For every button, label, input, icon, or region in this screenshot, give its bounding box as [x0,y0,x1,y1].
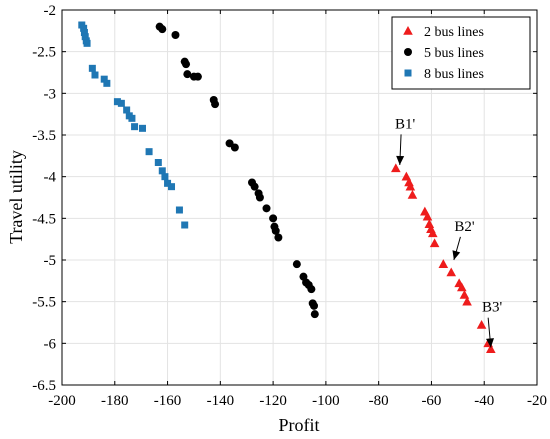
data-points [78,21,496,353]
data-point [80,24,88,32]
x-tick-label: -60 [421,393,441,409]
data-point [123,106,131,114]
data-point [100,75,108,83]
y-tick-label: -4.5 [32,211,56,227]
data-point [113,98,121,106]
data-point [183,70,192,79]
data-point [456,282,467,292]
data-point [405,181,416,191]
annotation-arrow-head [396,155,405,165]
axis-ticks: -200 -180 -160 -140 -120 -100 -80 -60 -40 -20 -6.5… [32,3,547,409]
data-point [80,29,88,36]
data-point [171,31,180,39]
data-point [486,344,496,353]
annotation-label: B3' [482,300,503,316]
data-point [476,320,487,329]
data-point [128,114,136,122]
data-point [255,193,264,202]
data-point [292,260,301,269]
data-point [158,25,167,34]
annotation-arrow-head [486,338,494,348]
plot-frame [61,9,538,386]
data-point [391,163,401,173]
annotation-label: B2' [454,219,475,235]
legend-box [391,16,531,90]
data-point [103,79,111,87]
series-8-bus-lines [78,21,189,229]
data-point [181,221,189,229]
x-tick-label: -20 [527,393,547,409]
data-point [182,60,191,69]
data-point [462,296,472,306]
annotation-arrow-head [452,250,461,260]
x-tick-label: -140 [207,393,235,409]
data-point [168,183,176,191]
y-tick-label: -5 [44,253,57,269]
data-point [175,206,183,214]
data-point [438,259,449,268]
legend-marker [404,48,412,56]
data-point [407,190,418,199]
data-point [83,39,91,47]
x-tick-label: -40 [474,393,494,409]
data-point [427,228,438,238]
x-tick-label: -80 [369,393,389,409]
data-point [131,123,139,131]
x-axis-label: Profit [278,415,319,435]
data-point [91,71,99,79]
data-point [88,64,96,72]
data-point [193,72,202,81]
y-tick-label: -3 [44,86,57,102]
x-tick-label: -160 [154,393,182,409]
series-2-bus-lines [391,163,496,353]
legend: 2 bus lines 5 bus lines 8 bus lines [391,16,531,90]
data-point [250,182,259,191]
data-point [262,204,271,213]
legend-label: 8 bus lines [424,67,484,82]
y-tick-label: -5.5 [32,295,56,311]
annotation-label: B1' [395,116,416,132]
legend-marker [404,69,412,77]
data-point [138,124,146,132]
y-tick-label: -4 [44,170,57,186]
y-axis-label: Travel utility [6,150,26,244]
data-point [81,33,89,41]
data-point [158,167,166,175]
series-5-bus-lines [155,22,319,319]
data-point [161,173,169,181]
data-point [422,211,433,221]
data-point [164,179,172,187]
data-point [310,301,319,310]
data-point [271,226,280,235]
data-point [429,238,440,248]
x-tick-label: -200 [48,393,76,409]
data-point [230,143,239,152]
data-point [117,99,125,107]
data-point [154,159,162,166]
y-tick-label: -2.5 [32,45,56,61]
data-point [310,310,319,319]
data-point [459,290,470,299]
data-point [307,285,316,294]
y-tick-label: -6 [44,336,57,352]
data-point [446,267,457,277]
data-point [145,148,153,156]
x-tick-label: -180 [101,393,129,409]
legend-marker [403,26,413,35]
annotations: B1' B2' B3' [395,116,503,348]
data-point [269,214,278,223]
y-tick-label: -2 [44,3,57,19]
y-tick-label: -3.5 [32,128,56,144]
x-tick-label: -100 [312,393,340,409]
x-tick-label: -120 [259,393,287,409]
legend-label: 5 bus lines [424,46,484,61]
data-point [211,100,220,109]
y-tick-label: -6.5 [32,378,56,394]
legend-label: 2 bus lines [424,25,484,40]
data-point [274,233,283,242]
